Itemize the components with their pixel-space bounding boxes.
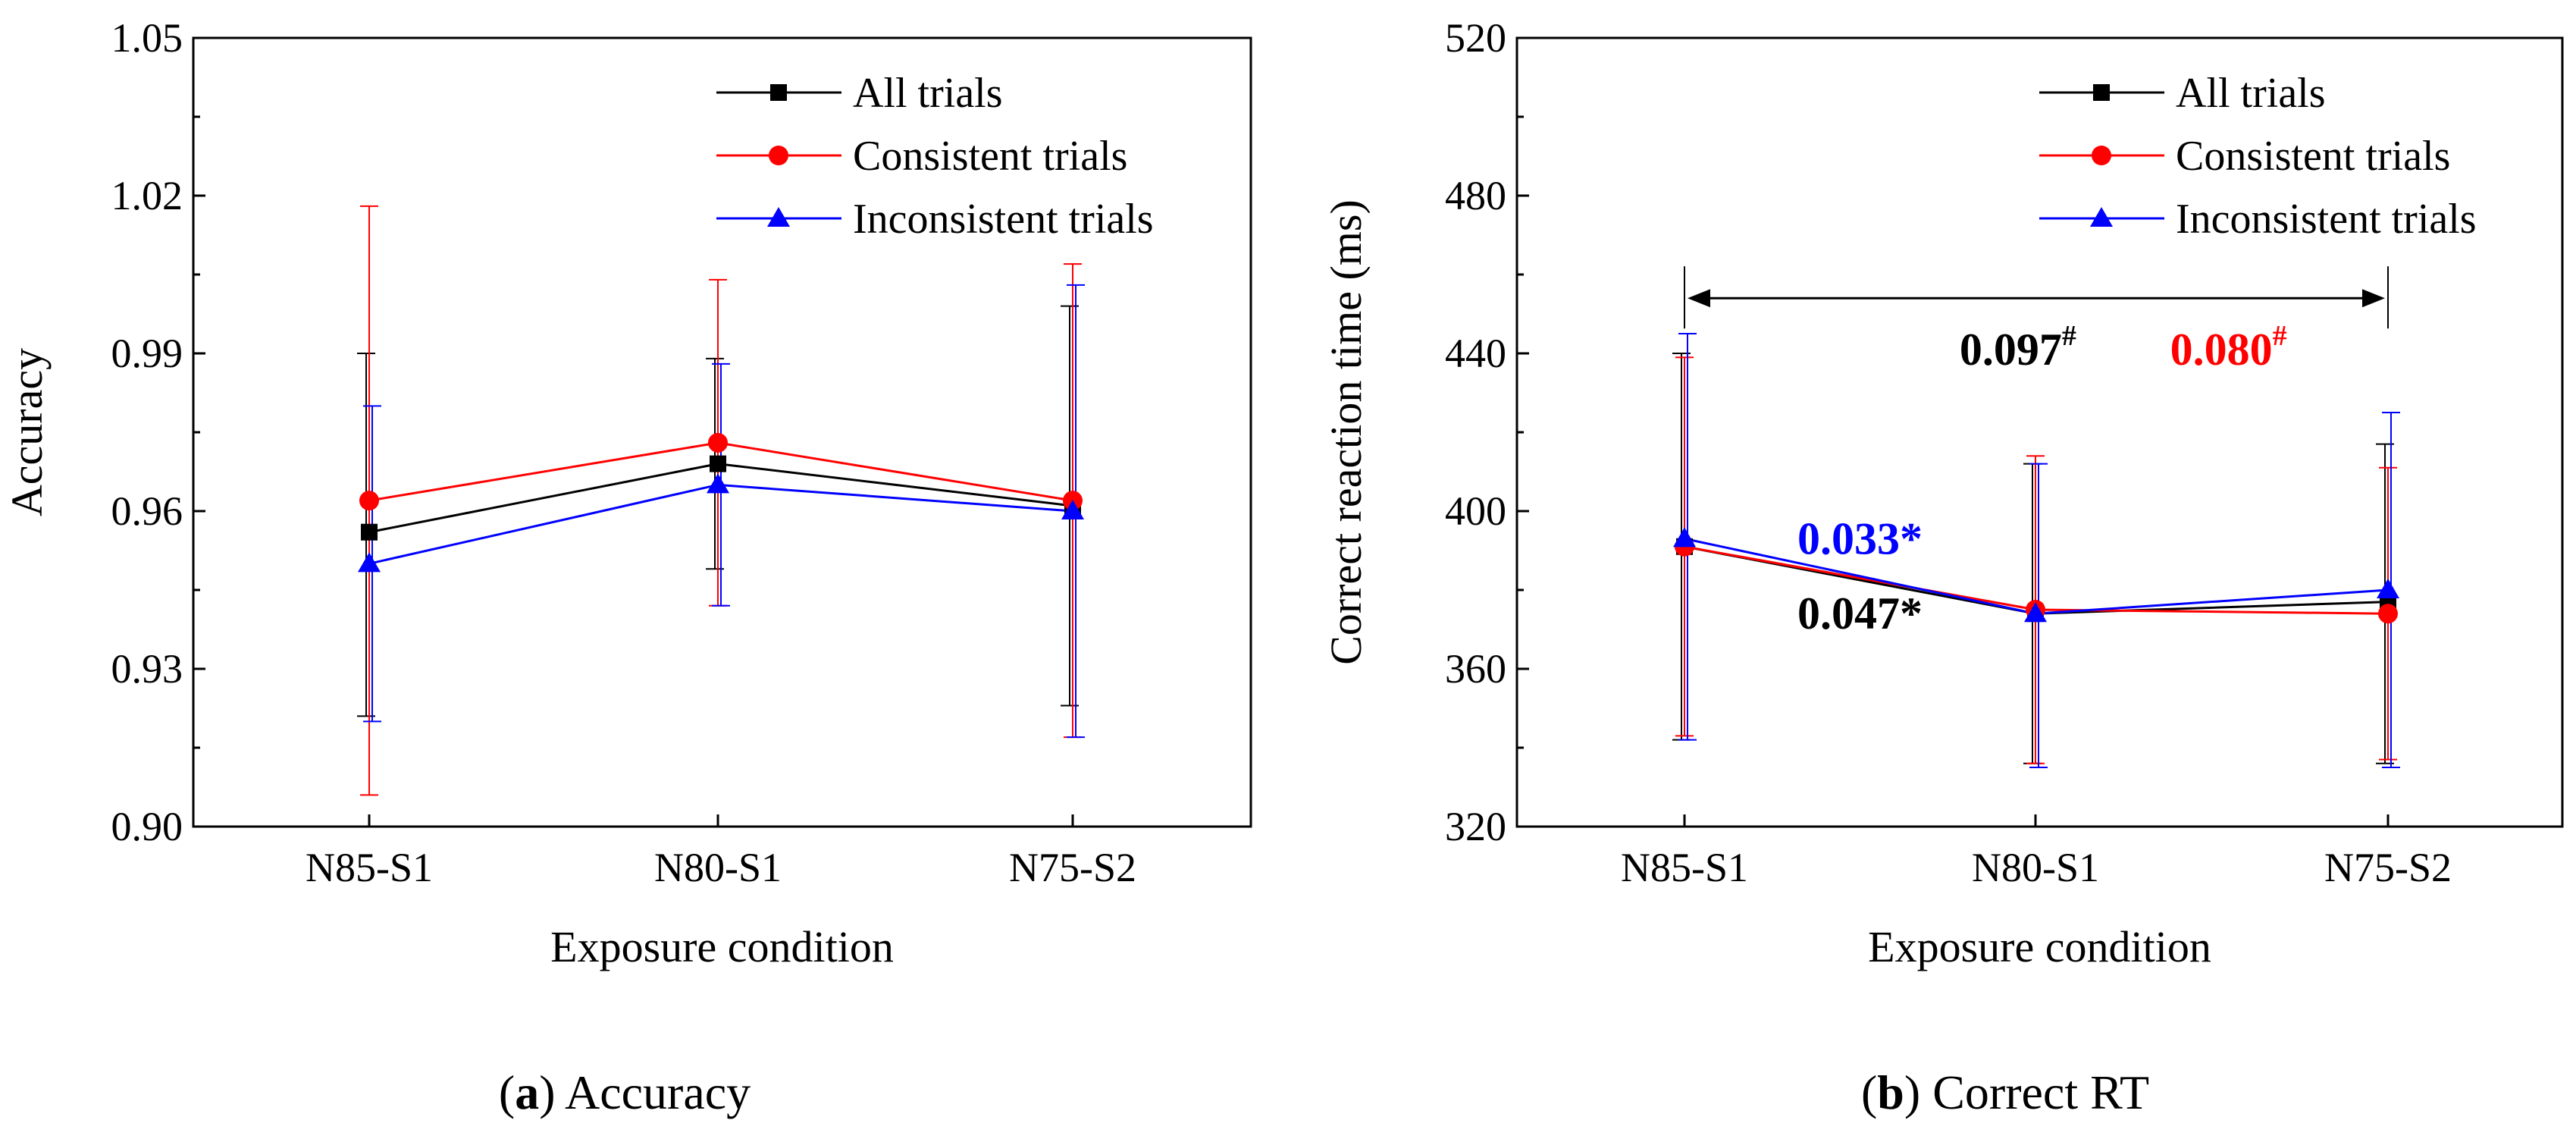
x-tick-label: N85-S1 [1621, 845, 1748, 890]
legend-marker [769, 146, 788, 165]
bracket-arrow-right [2362, 289, 2385, 308]
data-point [2378, 604, 2398, 624]
caption-paren: ( [1861, 1065, 1877, 1119]
data-point [361, 523, 378, 541]
x-tick-label: N80-S1 [654, 845, 782, 890]
legend: All trials Consistent trials Inconsistent … [716, 70, 1154, 243]
annotation-value: 0.097 [1960, 325, 2062, 375]
x-tick-label: N85-S1 [306, 845, 433, 890]
chart-panel-b: 320 360 400 440 480 520 N85-S1 N80-S1 N75-S2 Expo… [1321, 15, 2564, 1119]
data-point [707, 473, 729, 494]
data-point [359, 491, 379, 511]
y-tick-label: 320 [1445, 804, 1506, 849]
annotation: 0.080# [2170, 320, 2287, 375]
annotation: 0.047* [1797, 588, 1923, 639]
legend-marker [2093, 84, 2110, 101]
caption-letter: b [1877, 1065, 1904, 1119]
y-tick-label: 0.90 [111, 804, 183, 849]
annotation-superscript: # [2273, 320, 2287, 352]
y-axis-title: Correct reaction time (ms) [1321, 199, 1371, 665]
y-tick-label: 400 [1445, 488, 1506, 534]
annotation: 0.033* [1797, 513, 1923, 563]
legend-label: Consistent trials [2176, 133, 2450, 180]
legend-marker [767, 207, 790, 227]
y-tick-label: 0.99 [111, 331, 183, 376]
legend-marker [770, 84, 787, 101]
x-tick-label: N75-S2 [2324, 845, 2452, 890]
caption-letter: a [515, 1065, 539, 1119]
x-axis-title: Exposure condition [550, 922, 894, 971]
caption-text: ) Correct RT [1904, 1065, 2149, 1119]
x-axis-title: Exposure condition [1868, 922, 2211, 971]
y-axis-title: Accuracy [2, 348, 52, 516]
y-tick-label: 360 [1445, 646, 1506, 692]
y-tick-label: 480 [1445, 173, 1506, 218]
legend-marker [2090, 207, 2113, 227]
annotation-superscript: # [2062, 320, 2076, 352]
x-tick-label: N80-S1 [1972, 845, 2099, 890]
data-point [1673, 527, 1696, 548]
panel-caption: (a) Accuracy [499, 1065, 751, 1119]
y-tick-label: 440 [1445, 331, 1506, 376]
annotation-value: 0.080 [2170, 325, 2273, 375]
legend-label: All trials [2176, 70, 2326, 117]
data-point [1061, 500, 1084, 519]
annotation-value: 0.033* [1797, 513, 1923, 563]
y-tick-label: 0.96 [111, 488, 183, 534]
panel-caption: (b) Correct RT [1861, 1065, 2149, 1119]
significance-bracket [1684, 266, 2389, 329]
caption-text: ) Accuracy [539, 1065, 751, 1119]
legend-label: Consistent trials [853, 133, 1127, 180]
data-point [2024, 602, 2047, 623]
y-tick-label: 1.02 [111, 173, 183, 218]
data-point [358, 552, 381, 573]
x-tick-label: N75-S2 [1009, 845, 1136, 890]
annotation: 0.097# [1960, 320, 2076, 375]
chart-panel-a: 0.90 0.93 0.96 0.99 1.02 1.05 N85-S1 N80-S1 N75-… [2, 15, 1252, 1119]
y-tick-label: 0.93 [111, 646, 183, 692]
y-tick-label: 520 [1445, 15, 1506, 61]
legend-marker [2092, 146, 2111, 165]
bracket-arrow-left [1688, 289, 1710, 308]
annotation-value: 0.047* [1797, 588, 1923, 639]
caption-paren: ( [499, 1065, 515, 1119]
data-point [708, 432, 728, 453]
data-point [2377, 579, 2399, 598]
y-tick-label: 1.05 [111, 15, 183, 61]
legend: All trials Consistent trials Inconsistent … [2039, 70, 2477, 243]
legend-label: All trials [853, 70, 1003, 117]
legend-label: Inconsistent trials [853, 196, 1154, 243]
legend-label: Inconsistent trials [2176, 196, 2477, 243]
data-point [710, 455, 726, 472]
